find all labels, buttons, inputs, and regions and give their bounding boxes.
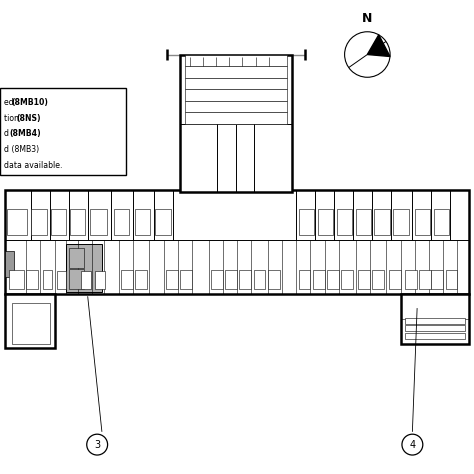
Bar: [81, 271, 91, 289]
Bar: [446, 270, 457, 289]
Bar: [69, 269, 83, 289]
Bar: [405, 270, 417, 289]
Bar: [405, 333, 465, 339]
Bar: [185, 66, 287, 78]
Bar: [185, 101, 287, 112]
Bar: [415, 209, 430, 235]
Bar: [327, 270, 339, 289]
Bar: [405, 326, 465, 331]
Bar: [31, 209, 47, 235]
Bar: [393, 209, 409, 235]
Bar: [356, 209, 371, 235]
Bar: [121, 270, 133, 289]
Text: tion: tion: [4, 114, 21, 123]
Text: data available.: data available.: [4, 161, 62, 170]
Bar: [389, 270, 401, 289]
Bar: [313, 270, 325, 289]
Bar: [114, 209, 129, 235]
Bar: [95, 271, 105, 289]
Bar: [155, 209, 171, 235]
Bar: [90, 209, 107, 235]
Text: N: N: [362, 12, 373, 25]
Bar: [299, 270, 310, 289]
Bar: [26, 270, 38, 289]
Text: 4: 4: [410, 439, 415, 450]
Bar: [337, 209, 352, 235]
Bar: [431, 270, 443, 289]
Bar: [9, 270, 24, 289]
Bar: [51, 209, 66, 235]
Bar: [254, 270, 265, 289]
Bar: [358, 270, 370, 289]
Bar: [43, 270, 52, 289]
Bar: [419, 270, 431, 289]
Bar: [70, 209, 85, 235]
Text: d: d: [4, 129, 11, 138]
Bar: [5, 294, 55, 348]
Bar: [299, 209, 314, 235]
Text: 3: 3: [94, 439, 100, 450]
Bar: [185, 55, 287, 66]
Text: d (8MB3): d (8MB3): [4, 145, 39, 154]
Bar: [185, 89, 287, 101]
Bar: [268, 270, 280, 289]
Bar: [57, 271, 66, 289]
Bar: [225, 270, 237, 289]
Bar: [211, 270, 223, 289]
Bar: [239, 270, 251, 289]
Bar: [405, 318, 465, 324]
Bar: [5, 190, 469, 294]
Bar: [166, 270, 178, 289]
Bar: [434, 209, 449, 235]
Bar: [374, 209, 390, 235]
Bar: [372, 270, 384, 289]
Bar: [66, 244, 102, 292]
Bar: [185, 112, 287, 124]
Text: (8MB4): (8MB4): [9, 129, 41, 138]
Bar: [180, 270, 192, 289]
Bar: [12, 303, 50, 344]
Bar: [69, 248, 83, 268]
Bar: [135, 209, 150, 235]
Text: ed: ed: [4, 98, 16, 107]
Bar: [5, 251, 14, 277]
Bar: [401, 294, 469, 344]
Bar: [0, 88, 126, 175]
Bar: [318, 209, 333, 235]
Bar: [135, 270, 147, 289]
Polygon shape: [367, 35, 390, 56]
Text: (8NS): (8NS): [17, 114, 41, 123]
Bar: [7, 209, 27, 235]
Text: (8MB10): (8MB10): [11, 98, 48, 107]
Bar: [180, 55, 292, 192]
Bar: [185, 78, 287, 89]
Bar: [341, 270, 353, 289]
